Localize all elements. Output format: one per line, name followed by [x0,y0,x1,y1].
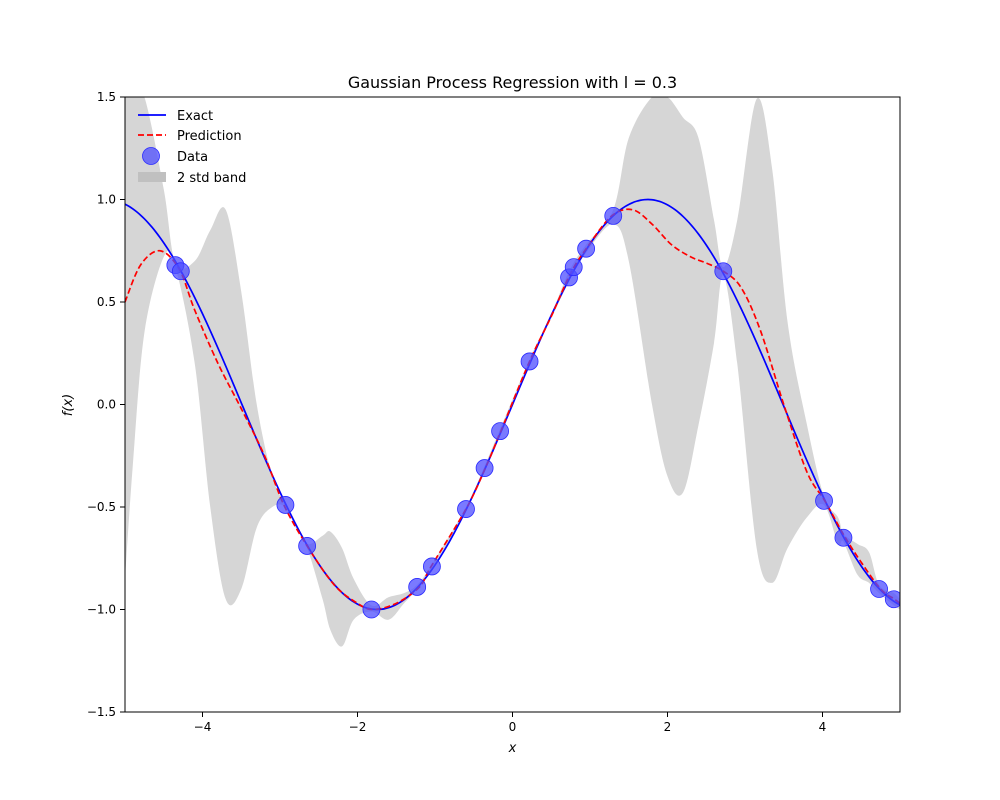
y-axis: −1.5 −1.0 −0.5 0.0 0.5 1.0 1.5 [87,90,125,719]
y-axis-label: f(x) [61,394,76,416]
legend-band-label: 2 std band [177,171,246,186]
x-tick-label: 2 [664,720,672,734]
data-point [815,491,833,510]
y-tick-label: 0.5 [97,295,116,309]
y-tick-label: 1.0 [97,193,116,207]
x-tick-label: −2 [349,720,367,734]
data-point [577,239,596,258]
x-tick-label: 4 [819,720,827,734]
data-point [457,500,475,518]
y-tick-label: −1.5 [87,705,116,719]
chart-title: Gaussian Process Regression with l = 0.3 [348,73,677,92]
std-band [125,97,900,647]
data-point [422,557,441,576]
legend-prediction-label: Prediction [177,129,242,144]
legend-data-label: Data [177,150,208,165]
x-axis: −4 −2 0 2 4 [194,712,827,734]
data-point [171,262,190,281]
data-point [491,422,510,441]
legend-data-swatch [142,147,160,165]
y-tick-label: 0.0 [97,398,116,412]
data-point [520,352,539,371]
plot-area [125,97,900,647]
data-point [884,590,900,609]
data-point [276,496,295,514]
data-point [298,537,317,555]
x-tick-label: 0 [509,720,517,734]
data-point [564,258,583,277]
data-point [475,459,494,477]
data-point [408,578,427,596]
data-point [834,528,853,547]
y-tick-label: −1.0 [87,603,116,617]
data-point [604,206,623,225]
prediction-line [125,208,900,611]
legend-band-swatch [138,172,166,182]
legend-exact-label: Exact [177,109,213,124]
data-point [362,600,381,619]
data-points [166,206,900,619]
legend: Exact Prediction Data 2 std band [138,109,246,186]
x-tick-label: −4 [194,720,212,734]
x-axis-label: x [508,741,517,756]
y-tick-label: −0.5 [87,500,116,514]
data-point [870,580,888,598]
data-point [714,262,733,281]
y-tick-label: 1.5 [97,90,116,104]
